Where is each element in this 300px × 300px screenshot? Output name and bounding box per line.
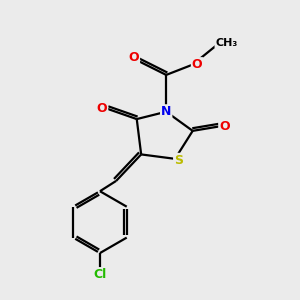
- Text: CH₃: CH₃: [215, 38, 238, 47]
- Text: S: S: [174, 154, 183, 167]
- Text: O: O: [192, 58, 203, 71]
- Text: N: N: [161, 105, 171, 118]
- Text: O: O: [97, 102, 107, 115]
- Text: O: O: [219, 120, 230, 133]
- Text: Cl: Cl: [93, 268, 106, 281]
- Text: O: O: [128, 51, 139, 64]
